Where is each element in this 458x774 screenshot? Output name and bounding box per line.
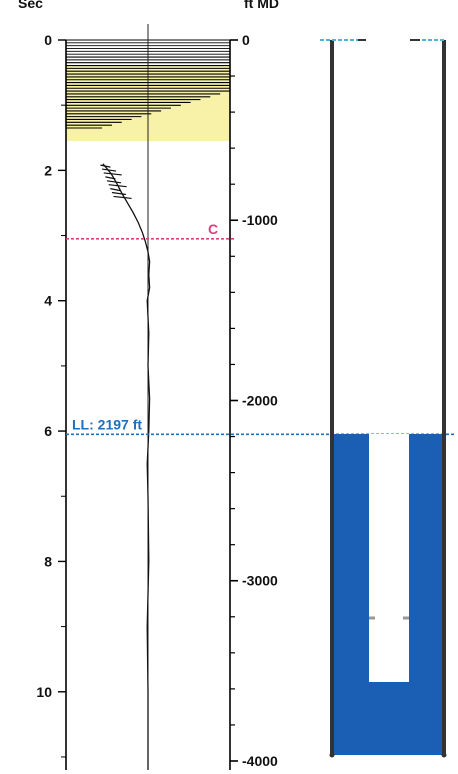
left-axis-title: Sec <box>18 0 43 11</box>
echo-trace-line <box>102 163 151 770</box>
trace-wiggle <box>101 168 117 172</box>
left-tick-label: 4 <box>44 293 52 309</box>
left-tick-label: 8 <box>44 553 52 569</box>
left-tick-label: 6 <box>44 423 52 439</box>
trace-wiggle <box>105 176 116 180</box>
trace-wiggle <box>113 195 132 200</box>
left-tick-label: 10 <box>36 684 52 700</box>
trace-onset-wiggles <box>100 164 132 200</box>
trace-wiggle <box>111 191 127 196</box>
casing-cap <box>441 752 447 758</box>
casing-cap <box>329 752 335 758</box>
left-tick-label: 0 <box>44 32 52 48</box>
tubing-interior <box>369 434 409 682</box>
marker-label-ll: LL: 2197 ft <box>72 416 142 432</box>
right-tick-label: -2000 <box>242 392 278 408</box>
right-tick-label: -1000 <box>242 212 278 228</box>
trace-wiggle <box>108 184 127 188</box>
marker-label-c: C <box>208 221 218 237</box>
right-axis-title: ft MD <box>244 0 279 11</box>
acoustic-log-panel: Sec ft MD 0 2 4 6 8 10 0 -1000 -2000 -3000 -4000 C LL:… <box>18 0 455 770</box>
right-tick-label: 0 <box>242 32 250 48</box>
trace-wiggle <box>106 180 122 184</box>
trace-wiggle <box>110 188 121 192</box>
wellbore-schematic-panel <box>320 39 447 758</box>
trace-wiggle <box>100 164 111 168</box>
trace-wiggle <box>103 172 122 176</box>
right-tick-label: -4000 <box>242 753 278 769</box>
left-tick-label: 2 <box>44 162 52 178</box>
right-tick-label: -3000 <box>242 573 278 589</box>
